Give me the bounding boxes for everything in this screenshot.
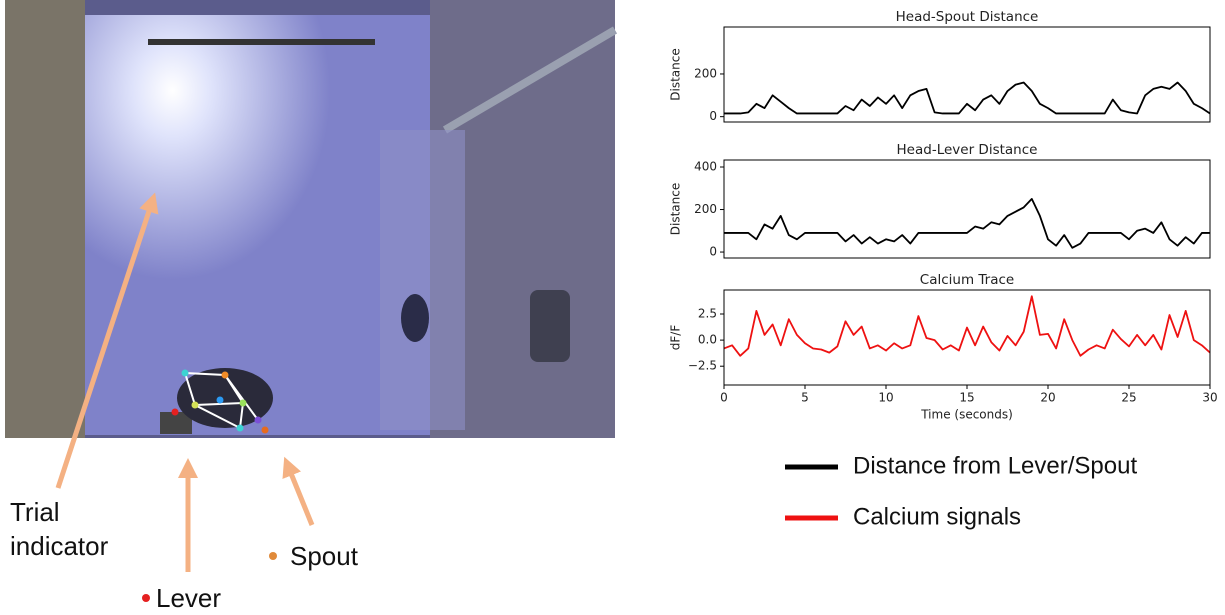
chart-title: Head-Spout Distance <box>896 9 1039 25</box>
y-tick-label: 200 <box>694 202 717 216</box>
spout-bullet <box>269 552 277 560</box>
data-line <box>724 81 1211 115</box>
y-tick-label: 400 <box>694 160 717 174</box>
arrows <box>55 192 315 572</box>
video-frame <box>5 0 618 438</box>
y-tick-label: 0 <box>709 245 717 259</box>
x-tick-label: 5 <box>801 391 809 405</box>
chart-title: Head-Lever Distance <box>897 142 1038 158</box>
chart-title: Calcium Trace <box>920 272 1014 288</box>
lever-bullet <box>142 594 150 602</box>
y-tick-label: 2.5 <box>698 307 717 321</box>
y-tick-label: 0.0 <box>698 333 717 347</box>
plot-frame <box>723 159 1211 259</box>
x-tick-label: 0 <box>720 391 728 405</box>
trial-indicator-label: Trial indicator <box>10 497 109 561</box>
x-tick-label: 20 <box>1040 391 1055 405</box>
y-axis-label: dF/F <box>669 325 683 351</box>
x-tick-label: 30 <box>1202 391 1217 405</box>
legend-label: Distance from Lever/Spout <box>853 452 1137 479</box>
plot-frame <box>723 26 1211 123</box>
x-tick-label: 10 <box>878 391 893 405</box>
data-line <box>724 198 1210 249</box>
data-line <box>723 295 1211 357</box>
plot-frame <box>723 289 1211 386</box>
x-tick-label: 15 <box>959 391 974 405</box>
x-axis-label: Time (seconds) <box>920 408 1013 422</box>
y-tick-label: 200 <box>694 66 717 80</box>
y-axis-label: Distance <box>669 183 683 235</box>
y-axis-label: Distance <box>669 48 683 100</box>
spout-label: Spout <box>290 541 358 571</box>
y-tick-label: −2.5 <box>688 359 717 373</box>
x-tick-label: 25 <box>1121 391 1136 405</box>
lever-label: Lever <box>156 583 222 613</box>
y-tick-label: 0 <box>709 109 717 123</box>
legend-label: Calcium signals <box>853 503 1021 530</box>
